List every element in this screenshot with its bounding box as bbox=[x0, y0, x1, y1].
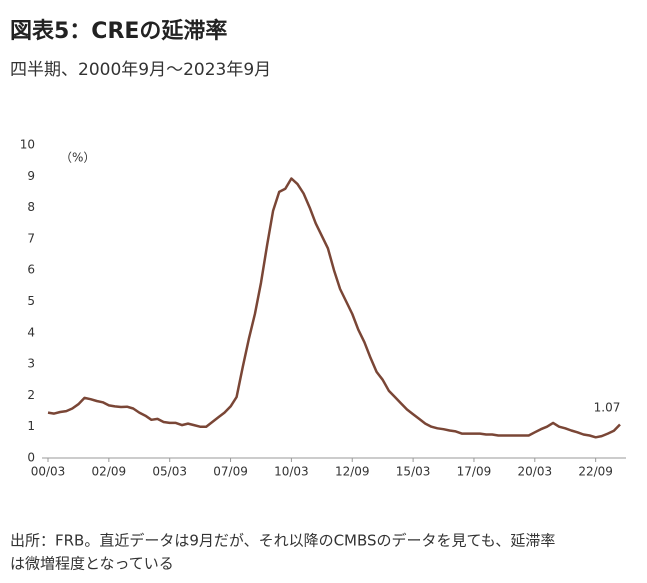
chart-subtitle: 四半期、2000年9月～2023年9月 bbox=[10, 60, 271, 80]
x-tick-label: 02/09 bbox=[92, 465, 127, 479]
x-tick-label: 05/03 bbox=[152, 465, 187, 479]
y-tick-label: 0 bbox=[27, 451, 35, 465]
y-tick-label: 1 bbox=[27, 419, 35, 433]
y-tick-label: 2 bbox=[27, 388, 35, 402]
x-tick-label: 07/09 bbox=[213, 465, 248, 479]
x-tick-label: 15/03 bbox=[396, 465, 431, 479]
unit-label: （%） bbox=[60, 151, 95, 165]
y-tick-label: 6 bbox=[27, 263, 35, 277]
chart-title: 図表5：CREの延滞率 bbox=[10, 18, 227, 44]
source-note: 出所：FRB。直近データは9月だが、それ以降のCMBSのデータを見ても、延滞率 bbox=[10, 532, 555, 550]
x-tick-label: 20/03 bbox=[518, 465, 553, 479]
y-tick-label: 7 bbox=[27, 231, 35, 245]
y-tick-label: 8 bbox=[27, 200, 35, 214]
annotation: 1.07 bbox=[594, 401, 621, 415]
x-tick-label: 12/09 bbox=[335, 465, 370, 479]
y-tick-label: 5 bbox=[27, 294, 35, 308]
source-note: は微増程度となっている bbox=[10, 555, 174, 573]
x-tick-label: 00/03 bbox=[31, 465, 66, 479]
x-tick-label: 10/03 bbox=[274, 465, 309, 479]
y-tick-label: 3 bbox=[27, 357, 35, 371]
y-tick-label: 9 bbox=[27, 169, 35, 183]
data-line bbox=[47, 177, 621, 439]
x-tick-label: 22/09 bbox=[578, 465, 613, 479]
y-tick-label: 10 bbox=[20, 138, 35, 152]
x-tick-label: 17/09 bbox=[457, 465, 492, 479]
y-tick-label: 4 bbox=[27, 325, 35, 339]
